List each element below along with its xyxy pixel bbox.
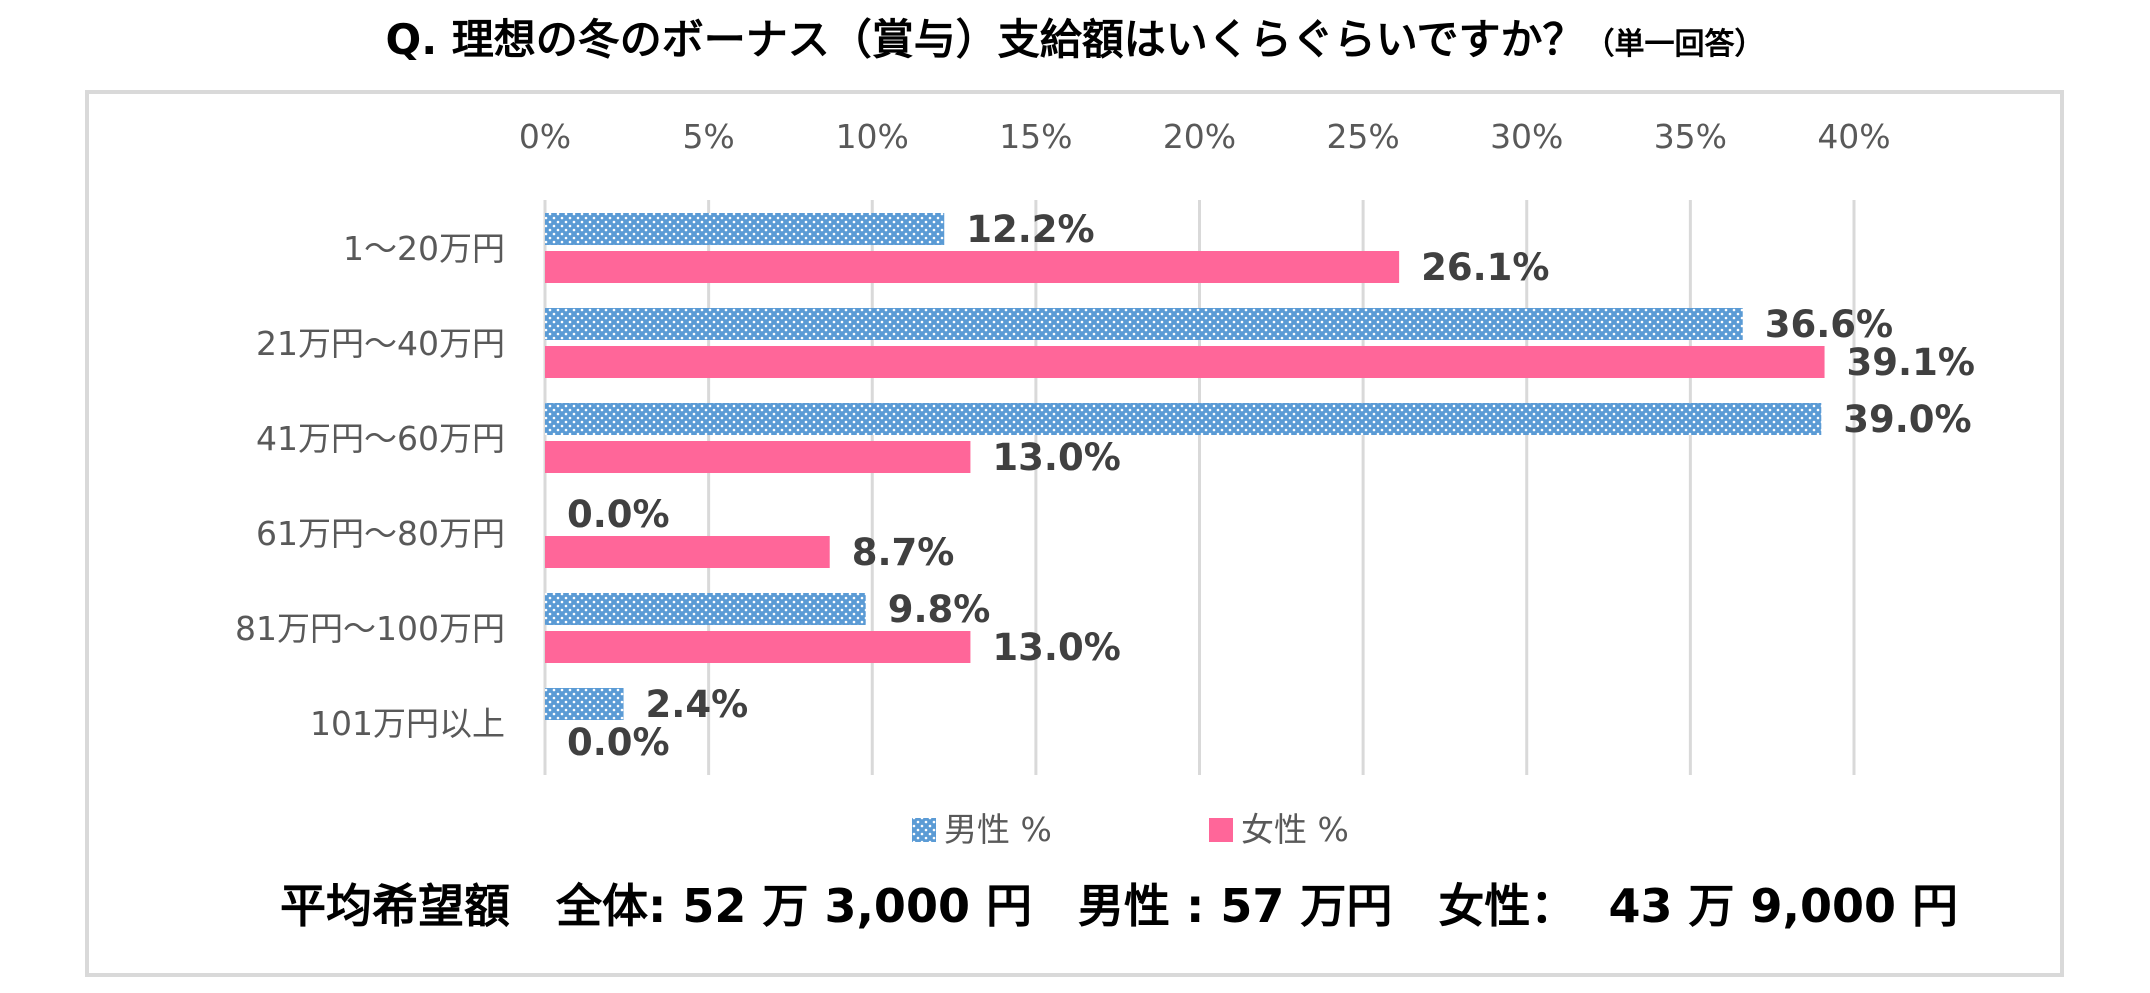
gridlines xyxy=(543,200,1856,775)
data-label: 39.0% xyxy=(1843,398,1971,441)
x-tick-label: 10% xyxy=(836,117,909,156)
data-label: 39.1% xyxy=(1847,341,1975,384)
bar-female xyxy=(545,441,971,473)
x-tick-label: 40% xyxy=(1817,117,1890,156)
x-tick-label: 0% xyxy=(519,117,571,156)
chart-title-text: Q. 理想の冬のボーナス（賞与）支給額はいくらぐらいですか？ xyxy=(385,15,1585,64)
data-label: 9.8% xyxy=(888,588,991,631)
category-label: 21万円～40万円 xyxy=(256,324,505,363)
x-tick-label: 20% xyxy=(1163,117,1236,156)
category-label: 61万円～80万円 xyxy=(256,514,505,553)
data-label: 8.7% xyxy=(852,531,955,574)
category-label: 101万円以上 xyxy=(310,704,505,743)
bar-male xyxy=(545,213,945,245)
chart-title: Q. 理想の冬のボーナス（賞与）支給額はいくらぐらいですか？（単一回答） xyxy=(0,6,2150,67)
chart-frame xyxy=(85,90,2064,977)
legend-swatch-female xyxy=(1209,818,1233,842)
bar-male xyxy=(545,308,1743,340)
category-label: 41万円～60万円 xyxy=(256,419,505,458)
bar-female xyxy=(545,346,1825,378)
x-tick-label: 25% xyxy=(1326,117,1399,156)
bar-female xyxy=(545,251,1400,283)
chart-title-note: （単一回答） xyxy=(1584,27,1765,62)
data-label: 12.2% xyxy=(966,208,1094,251)
data-label: 13.0% xyxy=(992,436,1120,479)
x-tick-label: 15% xyxy=(999,117,1072,156)
data-label: 2.4% xyxy=(646,683,749,726)
data-labels: 12.2% 26.1% 36.6%39.1% 39.0% 13.0% 0.0% 8.7% 9.… xyxy=(567,208,1975,764)
bars xyxy=(545,213,1825,720)
bar-male xyxy=(545,593,866,625)
data-label: 26.1% xyxy=(1421,246,1549,289)
legend: 男性 % 女性 % xyxy=(912,810,1349,849)
data-label: 13.0% xyxy=(992,626,1120,669)
data-label: 0.0% xyxy=(567,721,670,764)
bar-male xyxy=(545,688,624,720)
category-label: 1～20万円 xyxy=(343,229,505,268)
x-tick-label: 30% xyxy=(1490,117,1563,156)
category-labels: 1～20万円 21万円～40万円 41万円～60万円 61万円～80万円 81万円～10… xyxy=(235,229,505,743)
bar-female xyxy=(545,631,971,663)
category-label: 81万円～100万円 xyxy=(235,609,505,648)
x-axis-ticks: 0% 5% 10% 15% 20% 25% 30% 35% 40% xyxy=(519,117,1891,156)
x-tick-label: 35% xyxy=(1654,117,1727,156)
data-label: 36.6% xyxy=(1765,303,1893,346)
average-summary: 平均希望額 全体: 52 万 3,000 円 男性 : 57 万円 女性： 43… xyxy=(280,879,1959,933)
data-label: 0.0% xyxy=(567,493,670,536)
legend-swatch-male xyxy=(912,818,936,842)
legend-label-female: 女性 % xyxy=(1241,810,1349,849)
legend-label-male: 男性 % xyxy=(944,810,1052,849)
x-tick-label: 5% xyxy=(682,117,734,156)
bar-female xyxy=(545,536,830,568)
bar-male xyxy=(545,403,1822,435)
